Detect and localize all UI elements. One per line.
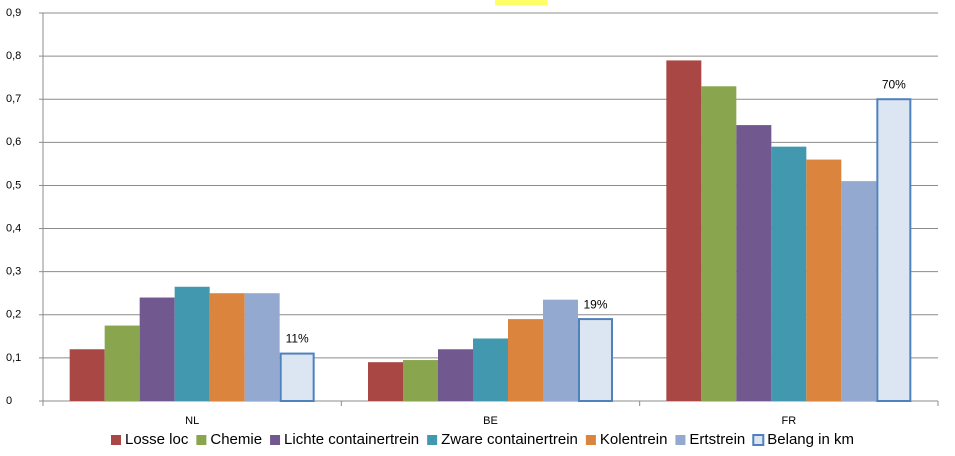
y-tick-label: 0,5 (6, 179, 21, 191)
legend-label: Lichte containertrein (284, 431, 419, 448)
value-label: 70% (882, 77, 906, 91)
legend-swatch (752, 434, 765, 446)
bar (368, 362, 403, 401)
bar (69, 349, 105, 401)
y-tick-label: 0,7 (6, 93, 21, 105)
bar (403, 360, 438, 401)
bar (244, 293, 280, 401)
y-tick-label: 0 (6, 395, 12, 407)
y-tick-label: 0,3 (6, 266, 21, 278)
bar (508, 319, 543, 401)
bar (701, 86, 737, 402)
legend-swatch (110, 435, 121, 445)
bar (209, 293, 245, 401)
bar (876, 98, 912, 402)
bar (279, 352, 315, 403)
bar (578, 318, 613, 403)
y-tick-label: 0,8 (6, 50, 21, 62)
bar (473, 338, 508, 401)
legend-label: Zware containertrein (441, 431, 578, 448)
title-highlight (495, 0, 547, 5)
bar (841, 181, 877, 401)
legend-label: Ertstrein (689, 431, 745, 448)
x-tick-label: BE (483, 415, 498, 427)
y-tick-label: 0,4 (6, 222, 21, 234)
y-tick-label: 0,2 (6, 309, 21, 321)
legend-swatch (196, 435, 207, 445)
bar (438, 349, 473, 401)
legend-swatch (270, 435, 281, 445)
legend-swatch (427, 435, 438, 445)
bar (771, 146, 807, 401)
legend-swatch (675, 435, 686, 445)
value-label: 11% (286, 332, 309, 346)
legend-label: Chemie (210, 431, 262, 448)
legend-label: Losse loc (125, 431, 189, 448)
bar (104, 325, 140, 401)
y-tick-label: 0,6 (6, 136, 21, 148)
legend-swatch (585, 435, 596, 445)
x-tick-label: FR (781, 415, 796, 427)
bar (174, 286, 210, 401)
x-tick-label: NL (185, 415, 199, 427)
legend-label: Belang in km (767, 431, 854, 448)
bar (543, 299, 578, 401)
bar (139, 297, 175, 401)
legend-label: Kolentrein (600, 431, 668, 448)
bar (806, 159, 842, 401)
bar (666, 60, 702, 402)
legend: Losse loc Chemie Lichte containertrein Zwar… (110, 431, 854, 448)
y-tick-label: 0,1 (6, 352, 21, 364)
bar (736, 125, 772, 401)
y-tick-label: 0,9 (6, 7, 21, 19)
value-label: 19% (583, 297, 607, 311)
